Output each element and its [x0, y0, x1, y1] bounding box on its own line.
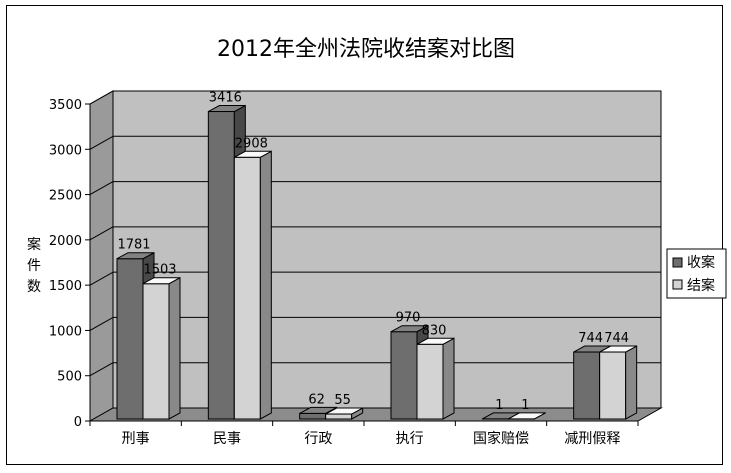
chart-frame	[6, 5, 723, 465]
bar-front	[207, 111, 235, 420]
data-label: 1781	[117, 238, 150, 253]
gridlines	[89, 90, 661, 377]
bar-top	[142, 277, 181, 285]
gridline-side	[89, 226, 114, 241]
bar-front	[573, 351, 601, 420]
bars	[116, 104, 638, 420]
y-axis-label-char: 数	[27, 279, 41, 295]
bar-top	[508, 412, 546, 420]
bar	[233, 150, 272, 420]
bar-front	[116, 258, 144, 420]
y-axis-label: 案件数	[27, 236, 41, 295]
y-axis: 0 500 1000 1500 2000 2500 3000 3500	[49, 98, 91, 430]
x-tick-label: 执行	[396, 431, 424, 447]
y-axis-label-char: 案	[27, 236, 41, 253]
bar-front	[416, 343, 444, 420]
data-label: 55	[334, 393, 351, 408]
y-tick-label: 0	[74, 415, 82, 430]
y-tick-label: 3500	[49, 98, 82, 113]
bar	[325, 407, 364, 420]
data-label: 744	[604, 331, 629, 346]
y-axis-label-char: 件	[27, 258, 41, 274]
bar-side	[442, 337, 455, 420]
legend-swatch-shouan	[672, 257, 683, 268]
chart-title: 2012年全州法院收结案对比图	[217, 37, 515, 62]
bar-top	[234, 150, 272, 158]
bar-front	[299, 412, 327, 420]
data-label: 1	[521, 398, 529, 413]
bar-front	[390, 331, 418, 420]
bar	[416, 337, 455, 420]
data-label: 2908	[235, 136, 268, 151]
data-label: 62	[308, 392, 325, 407]
bar-side	[625, 345, 638, 420]
bar-front	[599, 351, 627, 420]
data-label: 3416	[209, 91, 242, 106]
y-tick-label: 2500	[49, 189, 82, 204]
legend-box	[666, 248, 727, 299]
y-tick-label: 2000	[49, 234, 82, 249]
y-tick-label: 1000	[49, 324, 82, 339]
bar	[507, 412, 546, 420]
bar-top	[299, 406, 337, 414]
x-tick-label: 刑事	[122, 431, 150, 447]
y-tick-label: 3000	[49, 143, 82, 158]
bar-top	[325, 407, 363, 415]
bar-top	[390, 325, 429, 333]
legend: 收案 结案	[666, 248, 727, 299]
plot-side-wall	[89, 90, 114, 422]
gridline-side	[89, 135, 114, 150]
gridline-side	[89, 271, 114, 286]
x-tick-label: 行政	[304, 431, 332, 447]
gridline-side	[89, 90, 114, 105]
x-tick-label: 减刑假释	[564, 431, 620, 447]
data-label: 970	[396, 311, 421, 326]
bar-front	[233, 156, 261, 420]
bar-front	[142, 283, 170, 420]
x-tick-label: 国家赔偿	[473, 430, 529, 447]
x-tick-label: 民事	[213, 431, 241, 447]
y-tick-label: 1500	[49, 279, 82, 294]
y-tick-label: 500	[57, 370, 82, 385]
data-label: 1503	[143, 263, 176, 278]
x-axis: 刑事 民事 行政 执行 国家赔偿 减刑假释	[89, 420, 639, 447]
bar-top	[599, 345, 637, 353]
data-label: 830	[422, 323, 447, 338]
bar-side	[168, 276, 181, 420]
gridline-side	[89, 181, 114, 196]
data-label: 744	[578, 331, 603, 346]
data-label: 1	[495, 398, 503, 413]
legend-label-shouan: 收案	[687, 254, 715, 271]
bar	[142, 276, 181, 420]
bar-top	[116, 252, 155, 260]
gridline-side	[89, 362, 114, 377]
bar-side	[259, 150, 272, 420]
legend-label-jiean: 结案	[687, 277, 715, 294]
gridline-side	[89, 316, 114, 331]
bar-front	[325, 413, 353, 420]
bar-top	[208, 105, 246, 113]
bar-top	[416, 337, 455, 345]
bar	[599, 345, 638, 420]
legend-swatch-jiean	[672, 279, 683, 290]
